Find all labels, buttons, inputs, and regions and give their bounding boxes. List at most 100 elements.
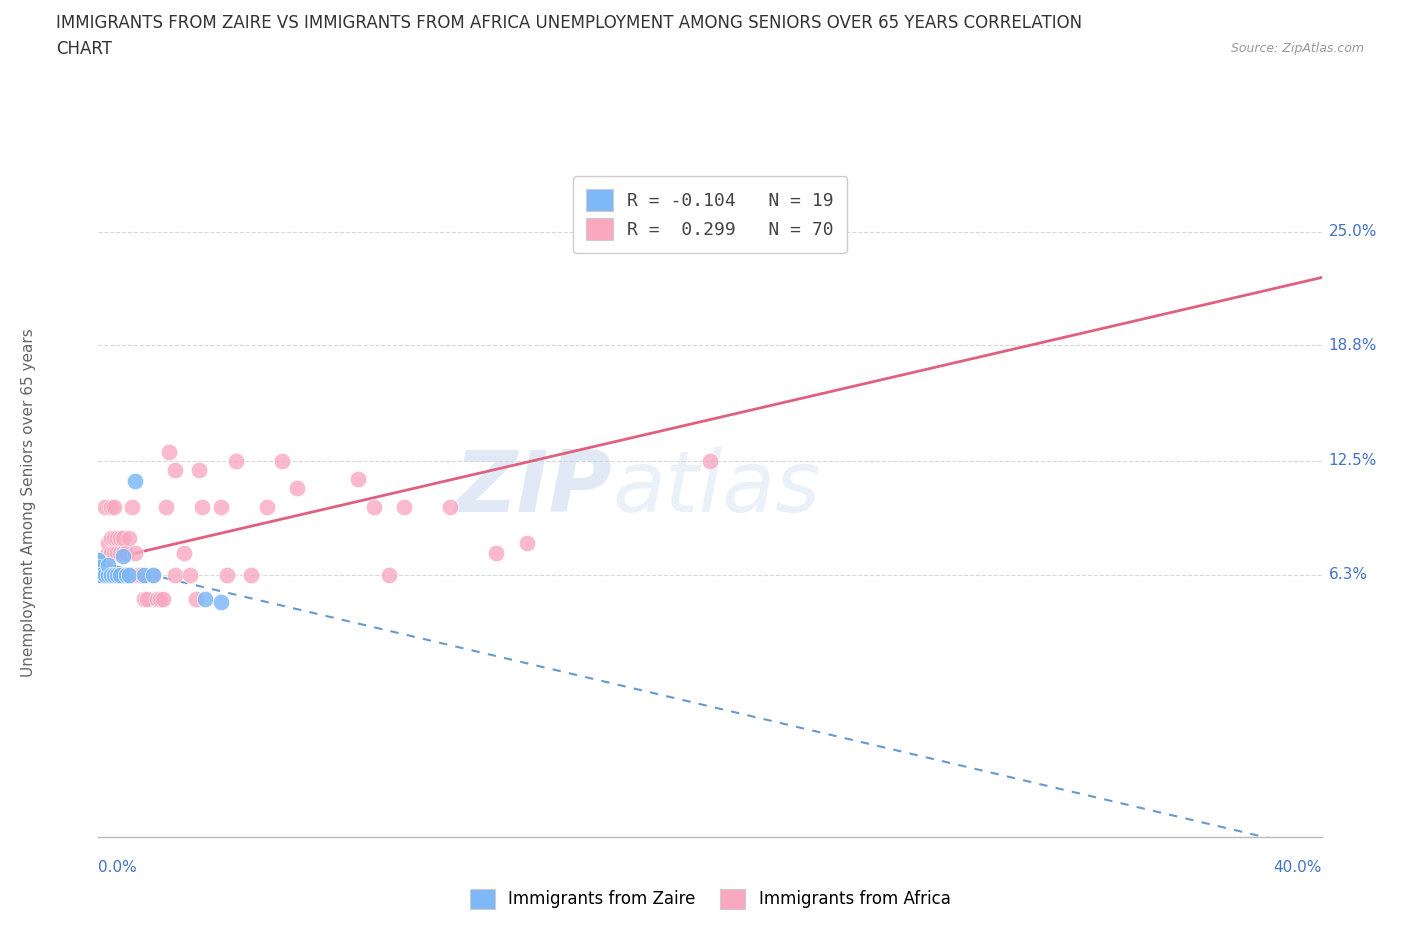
Point	[105, 567, 128, 582]
Point	[100, 567, 122, 582]
Point	[347, 472, 370, 486]
Point	[194, 591, 217, 606]
Point	[363, 499, 385, 514]
Point	[173, 545, 195, 560]
Point	[111, 530, 134, 545]
Point	[100, 567, 122, 582]
Point	[127, 567, 149, 582]
Point	[225, 454, 247, 469]
Point	[163, 462, 186, 477]
Point	[115, 567, 138, 582]
Point	[191, 499, 214, 514]
Point	[108, 567, 131, 582]
Point	[103, 530, 125, 545]
Point	[129, 567, 152, 582]
Point	[699, 454, 721, 469]
Point	[121, 567, 143, 582]
Point	[142, 567, 165, 582]
Point	[163, 567, 186, 582]
Text: 25.0%: 25.0%	[1329, 224, 1376, 239]
Text: 18.8%: 18.8%	[1329, 338, 1376, 352]
Point	[118, 567, 141, 582]
Point	[209, 499, 232, 514]
Point	[270, 454, 292, 469]
Point	[93, 552, 115, 567]
Point	[87, 567, 110, 582]
Point	[97, 536, 120, 551]
Text: CHART: CHART	[56, 40, 112, 58]
Point	[111, 567, 134, 582]
Point	[97, 567, 120, 582]
Point	[118, 530, 141, 545]
Point	[111, 549, 134, 564]
Point	[87, 560, 110, 575]
Point	[149, 591, 172, 606]
Point	[105, 545, 128, 560]
Point	[93, 499, 115, 514]
Point	[108, 545, 131, 560]
Point	[93, 567, 115, 582]
Point	[188, 462, 211, 477]
Point	[97, 545, 120, 560]
Point	[87, 552, 110, 567]
Point	[97, 545, 120, 560]
Point	[87, 552, 110, 567]
Point	[179, 567, 201, 582]
Point	[103, 545, 125, 560]
Point	[105, 530, 128, 545]
Point	[157, 445, 180, 459]
Point	[97, 567, 120, 582]
Text: Source: ZipAtlas.com: Source: ZipAtlas.com	[1230, 42, 1364, 55]
Text: 0.0%: 0.0%	[98, 860, 138, 875]
Point	[100, 530, 122, 545]
Point	[285, 481, 308, 496]
Point	[637, 224, 661, 239]
Point	[103, 567, 125, 582]
Point	[93, 567, 115, 582]
Point	[111, 545, 134, 560]
Point	[134, 567, 156, 582]
Point	[155, 499, 177, 514]
Point	[90, 567, 112, 582]
Point	[240, 567, 263, 582]
Legend: Immigrants from Zaire, Immigrants from Africa: Immigrants from Zaire, Immigrants from A…	[463, 882, 957, 916]
Point	[100, 545, 122, 560]
Point	[103, 567, 125, 582]
Point	[90, 552, 112, 567]
Point	[142, 567, 165, 582]
Text: 40.0%: 40.0%	[1274, 860, 1322, 875]
Point	[392, 499, 416, 514]
Text: 12.5%: 12.5%	[1329, 454, 1376, 469]
Text: 6.3%: 6.3%	[1329, 567, 1368, 582]
Point	[378, 567, 401, 582]
Point	[100, 499, 122, 514]
Point	[134, 591, 156, 606]
Point	[87, 567, 110, 582]
Point	[134, 567, 156, 582]
Point	[87, 567, 110, 582]
Point	[136, 591, 159, 606]
Point	[108, 530, 131, 545]
Point	[124, 545, 146, 560]
Point	[105, 567, 128, 582]
Point	[256, 499, 278, 514]
Text: IMMIGRANTS FROM ZAIRE VS IMMIGRANTS FROM AFRICA UNEMPLOYMENT AMONG SENIORS OVER : IMMIGRANTS FROM ZAIRE VS IMMIGRANTS FROM…	[56, 14, 1083, 32]
Point	[485, 545, 508, 560]
Point	[97, 567, 120, 582]
Point	[439, 499, 461, 514]
Point	[87, 560, 110, 575]
Point	[209, 595, 232, 610]
Point	[516, 536, 538, 551]
Text: Unemployment Among Seniors over 65 years: Unemployment Among Seniors over 65 years	[21, 328, 35, 677]
Point	[186, 591, 208, 606]
Point	[124, 473, 146, 488]
Point	[118, 567, 141, 582]
Point	[145, 591, 167, 606]
Point	[121, 499, 143, 514]
Point	[97, 558, 120, 573]
Point	[152, 591, 174, 606]
Point	[215, 567, 238, 582]
Text: ZIP: ZIP	[454, 447, 612, 530]
Point	[100, 545, 122, 560]
Point	[103, 499, 125, 514]
